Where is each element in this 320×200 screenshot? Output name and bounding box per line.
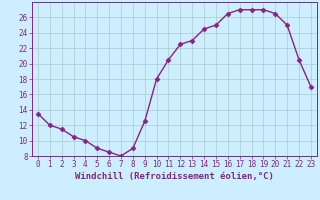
X-axis label: Windchill (Refroidissement éolien,°C): Windchill (Refroidissement éolien,°C) [75,172,274,181]
